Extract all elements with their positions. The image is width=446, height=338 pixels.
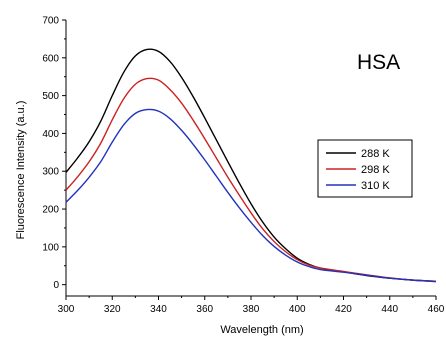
x-tick-label: 340 (150, 304, 167, 315)
x-tick-label: 300 (58, 304, 75, 315)
legend-label-310-k: 310 K (361, 180, 390, 192)
x-tick-label: 460 (428, 304, 445, 315)
x-axis-title: Wavelength (nm) (220, 324, 303, 336)
y-tick-label: 0 (53, 280, 59, 291)
y-tick-label: 400 (42, 129, 59, 140)
x-tick-label: 360 (196, 304, 213, 315)
x-tick-label: 440 (381, 304, 398, 315)
series-line-298-k (65, 77, 437, 282)
series-line-310-k (65, 108, 437, 283)
legend: 288 K 298 K 310 K (317, 139, 413, 198)
y-tick-label: 100 (42, 242, 59, 253)
legend-label-298-k: 298 K (361, 164, 390, 176)
series-layer (65, 48, 437, 283)
x-tick-label: 420 (335, 304, 352, 315)
x-tick-label: 380 (243, 304, 260, 315)
x-tick-label: 400 (289, 304, 306, 315)
y-tick-label: 200 (42, 205, 59, 216)
legend-label-288-k: 288 K (361, 148, 390, 160)
y-axis-title: Fluorescence Intensity (a.u.) (15, 101, 27, 240)
axes: 300 320 340 360 380 400 420 440 460 0 100 200 300 400… (42, 16, 444, 316)
y-tick-label: 500 (42, 91, 59, 102)
sample-annotation: HSA (357, 51, 400, 74)
y-tick-label: 700 (42, 16, 59, 27)
y-tick-label: 600 (42, 53, 59, 64)
y-tick-label: 300 (42, 167, 59, 178)
x-tick-label: 320 (104, 304, 121, 315)
